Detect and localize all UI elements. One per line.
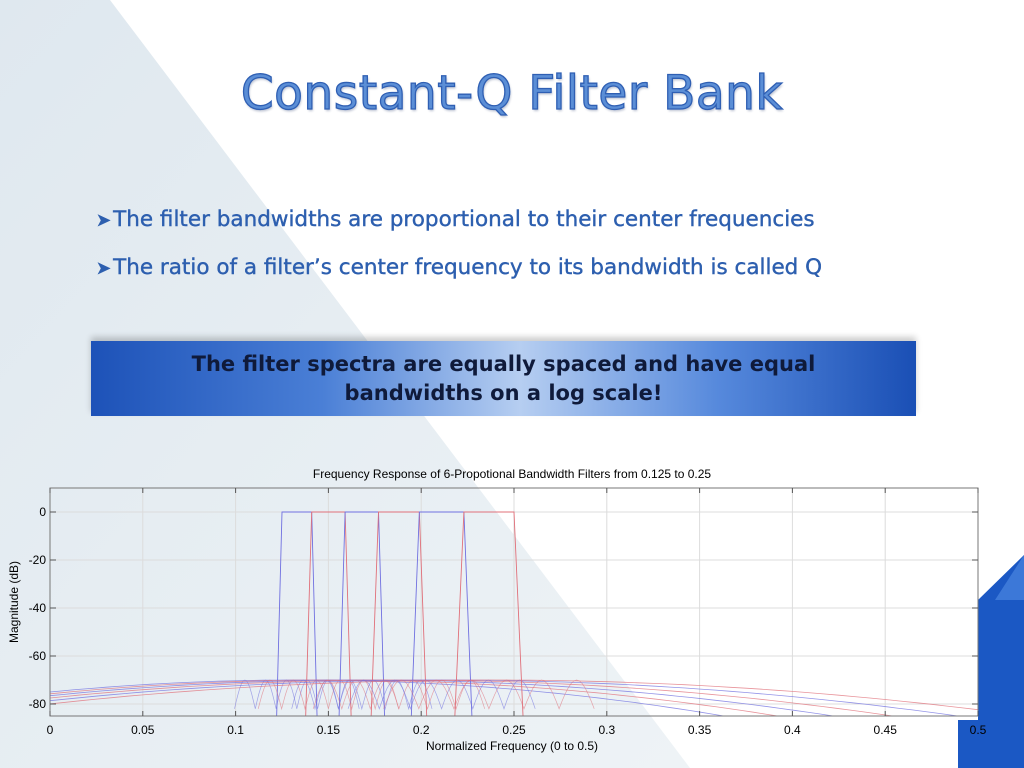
y-tick-label: 0: [39, 505, 46, 519]
filter-stopband-curve: [49, 679, 958, 717]
x-tick-label: 0.3: [598, 723, 615, 737]
filter-ripple-curve: [257, 679, 399, 711]
filter-ripple-curve: [347, 679, 536, 710]
chart-ticks: 0 0.05 0.1 0.15 0.2 0.25 0.3 0.35 0.4 0.45 0.5 0 -20…: [29, 488, 987, 737]
bullet-text: The ratio of a filter’s center frequency…: [113, 255, 823, 280]
y-tick-label: -80: [29, 697, 47, 711]
x-tick-label: 0.15: [317, 723, 341, 737]
x-tick-label: 0: [47, 723, 54, 737]
filter-ripple-curve: [312, 679, 486, 710]
filter-passband-line: [454, 511, 524, 717]
filter-ripple-curve: [383, 679, 595, 710]
filter-passband-line: [370, 511, 428, 717]
bullet-text: The filter bandwidths are proportional t…: [113, 207, 815, 232]
filter-passband-line: [410, 511, 473, 717]
bullet-item: ➤The filter bandwidths are proportional …: [96, 196, 822, 244]
slide-title: Constant-Q Filter Bank: [240, 65, 784, 121]
corner-accent-triangle: [958, 555, 1024, 768]
filter-ripple-curve: [291, 679, 433, 711]
callout-box: The filter spectra are equally spaced an…: [91, 341, 916, 416]
y-tick-label: -40: [29, 601, 47, 615]
x-tick-label: 0.2: [413, 723, 430, 737]
filter-passband-line: [338, 511, 385, 717]
filter-stopband-curve: [49, 679, 893, 717]
callout-text: The filter spectra are equally spaced an…: [191, 351, 816, 405]
x-tick-label: 0.1: [227, 723, 244, 737]
filter-passband-line: [276, 511, 318, 717]
y-tick-label: -20: [29, 553, 47, 567]
chart-series: [49, 511, 979, 717]
filter-stopband-curve: [49, 679, 834, 717]
x-tick-label: 0.4: [784, 723, 801, 737]
x-tick-label: 0.35: [688, 723, 712, 737]
x-axis-label: Normalized Frequency (0 to 0.5): [426, 739, 598, 753]
filter-stopband-curve: [49, 679, 979, 711]
bullet-item: ➤The ratio of a filter’s center frequenc…: [96, 244, 822, 292]
x-tick-label: 0.25: [502, 723, 526, 737]
filter-passband-line: [305, 511, 352, 717]
x-tick-label: 0.05: [131, 723, 155, 737]
x-tick-label: 0.5: [970, 723, 987, 737]
x-tick-label: 0.45: [874, 723, 898, 737]
frequency-response-chart: Frequency Response of 6-Propotional Band…: [7, 467, 987, 753]
arrow-bullet-icon: ➤: [96, 258, 112, 279]
arrow-bullet-icon: ➤: [96, 210, 112, 231]
y-tick-label: -60: [29, 649, 47, 663]
bullet-list: ➤The filter bandwidths are proportional …: [96, 196, 822, 292]
y-axis-label: Magnitude (dB): [7, 561, 21, 643]
filter-stopband-curve: [49, 679, 778, 717]
chart-title: Frequency Response of 6-Propotional Band…: [313, 467, 712, 481]
